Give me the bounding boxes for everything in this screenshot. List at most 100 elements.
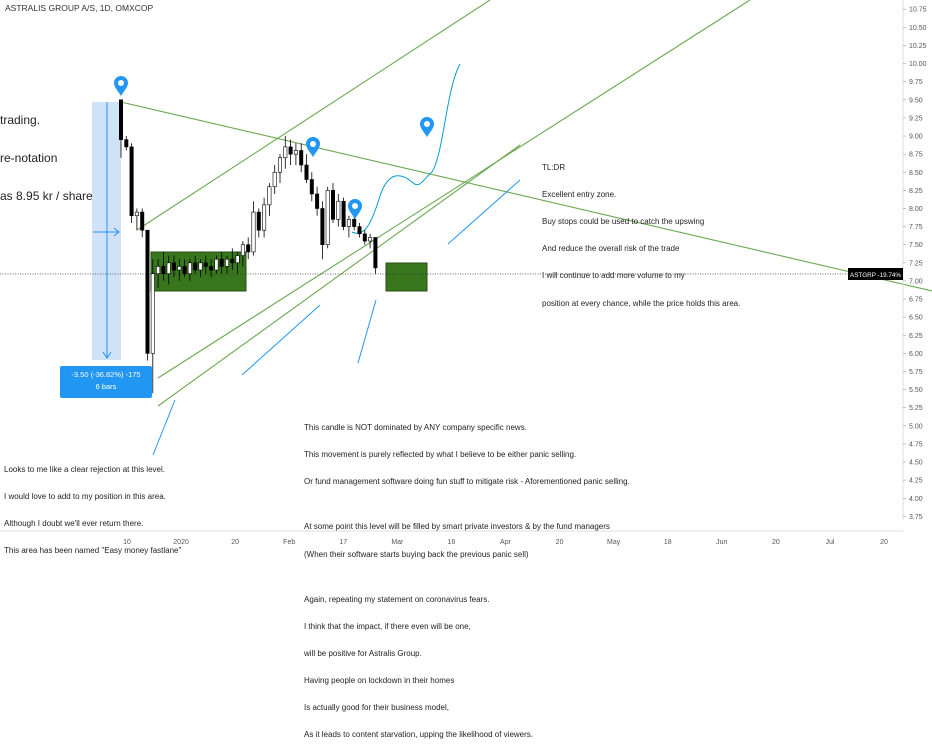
middle-note-line: I think that the impact, if there even w…	[304, 621, 471, 631]
y-tick-label: 6.50	[909, 315, 923, 322]
channel-middle-line[interactable]	[157, 0, 751, 379]
y-tick-label: 9.25	[909, 115, 923, 122]
x-tick-label: 18	[664, 539, 672, 546]
annotation-line-right[interactable]	[447, 179, 521, 245]
candle-body	[182, 266, 187, 274]
annotation-lines[interactable]	[152, 179, 521, 456]
y-tick-label: 3.75	[909, 514, 923, 521]
annotation-line-center[interactable]	[357, 299, 377, 364]
candle-body	[288, 146, 293, 155]
map-pin-dot	[310, 141, 316, 147]
y-tick-label: 4.75	[909, 441, 923, 448]
y-tick-label: 10.00	[909, 61, 927, 68]
left-note-line: Although I doubt we'll ever return there…	[4, 519, 144, 529]
y-tick-label: 4.00	[909, 496, 923, 503]
price-chart[interactable]: 10.75 10.50 10.25 10.00 9.75 9.50 9.25 9.00 8.75…	[0, 0, 932, 550]
candle-body	[134, 211, 139, 217]
map-pin-icon[interactable]	[306, 137, 320, 157]
candle-body	[198, 262, 203, 271]
middle-note: This candle is NOT dominated by ANY comp…	[304, 405, 630, 748]
candle-body	[230, 258, 235, 264]
map-pin-icon[interactable]	[420, 117, 434, 137]
channel-lower-line[interactable]	[157, 144, 521, 407]
target-zone-box[interactable]	[385, 262, 428, 292]
candle-body	[235, 255, 240, 264]
candle-body	[161, 266, 166, 274]
support-zone-box[interactable]	[150, 251, 247, 292]
candle-body	[187, 262, 192, 274]
pins[interactable]	[114, 76, 434, 219]
candle-body	[299, 150, 304, 166]
right-note-line: Buy stops could be used to catch the ups…	[542, 217, 705, 227]
y-tick-label: 9.50	[909, 97, 923, 104]
candle-body	[283, 146, 288, 159]
y-tick-label: 8.75	[909, 152, 923, 159]
right-note-line: And reduce the overall risk of the trade	[542, 244, 680, 254]
right-note-line: Excellent entry zone.	[542, 190, 617, 200]
price-badge-bg	[848, 268, 903, 280]
candle-body	[177, 266, 182, 271]
middle-note-line: Is actually good for their business mode…	[304, 703, 449, 713]
trendlines[interactable]	[120, 0, 932, 407]
candle-body	[145, 229, 150, 354]
channel-upper-line[interactable]	[136, 0, 491, 231]
x-tick-label: 20	[556, 539, 564, 546]
candle-body	[166, 262, 171, 274]
x-tick-label: Jun	[716, 539, 727, 546]
candles	[119, 99, 378, 394]
x-axis: 10 2020 20 Feb 17 Mar 16 Apr 20 May 18 Jun 20 Jul 20	[123, 539, 888, 546]
x-tick-label: 17	[339, 539, 347, 546]
candle-body	[150, 273, 155, 354]
candle-body	[140, 211, 145, 231]
candle-body	[129, 146, 134, 217]
measure-arrow-right-icon	[113, 227, 120, 237]
candle-body	[373, 237, 378, 269]
top-left-note-line: re-notation	[0, 150, 58, 165]
candle-body	[357, 226, 362, 235]
candle-body	[156, 266, 161, 274]
candle-body	[119, 99, 124, 140]
map-pin-icon[interactable]	[114, 76, 128, 96]
middle-note-line: Again, repeating my statement on coronav…	[304, 594, 490, 604]
middle-note-line: At some point this level will be filled …	[304, 522, 610, 532]
candle-body	[240, 244, 245, 256]
candle-body	[256, 211, 261, 231]
candle-body	[267, 186, 272, 206]
middle-note-line: (When their software starts buying back …	[304, 549, 529, 559]
annotation-line-left[interactable]	[241, 304, 321, 376]
middle-note-line: will be positive for Astralis Group.	[304, 648, 422, 658]
candle-body	[309, 179, 314, 195]
projection-path[interactable]	[351, 63, 461, 234]
candle-body	[214, 258, 219, 271]
middle-note-line: This candle is NOT dominated by ANY comp…	[304, 423, 527, 433]
map-pin-dot	[352, 203, 358, 209]
left-note-line: This area has been named "Easy money fas…	[4, 546, 182, 556]
candle-body	[336, 200, 341, 220]
top-left-note-line: as 8.95 kr / share	[0, 188, 93, 203]
x-tick-label: Mar	[391, 539, 404, 546]
y-tick-label: 5.00	[909, 423, 923, 430]
candle-body	[277, 157, 282, 173]
candle-body	[251, 211, 256, 253]
y-tick-label: 7.00	[909, 278, 923, 285]
y-tick-label: 8.50	[909, 170, 923, 177]
y-tick-label: 6.75	[909, 297, 923, 304]
x-tick-label: 16	[448, 539, 456, 546]
annotation-line-bottom-left[interactable]	[152, 399, 176, 456]
y-tick-label: 9.75	[909, 79, 923, 86]
measure-label: -3.50 (-36.82%) -175 6 bars	[60, 366, 152, 398]
price-badge-text: ASTGRP -19.74% • 7.18	[850, 272, 919, 279]
x-tick-label: 2020	[173, 539, 189, 546]
x-tick-label: Feb	[283, 539, 295, 546]
y-tick-label: 6.00	[909, 351, 923, 358]
measure-arrow-down-icon	[102, 351, 112, 359]
y-tick-label: 5.50	[909, 387, 923, 394]
y-tick-label: 8.00	[909, 206, 923, 213]
candle-body	[315, 193, 320, 209]
y-tick-label: 7.75	[909, 224, 923, 231]
descending-trendline[interactable]	[120, 101, 932, 292]
map-pin-dot	[424, 121, 430, 127]
y-tick-label: 9.00	[909, 134, 923, 141]
map-pin-icon[interactable]	[348, 199, 362, 219]
map-pin-dot	[118, 80, 124, 86]
